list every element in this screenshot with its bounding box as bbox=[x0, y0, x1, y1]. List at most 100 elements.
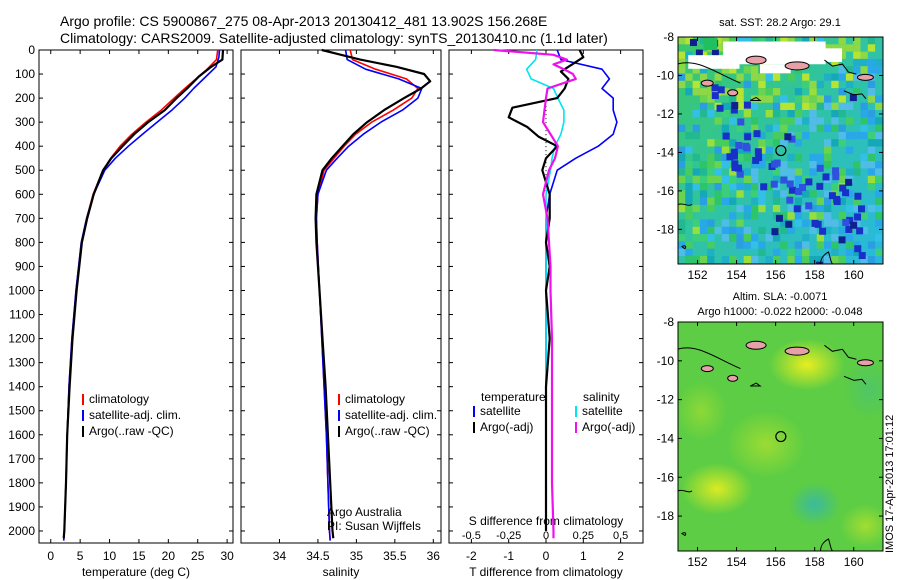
legend-entry: Argo(..raw -QC) bbox=[89, 424, 174, 438]
depth-tick-label: 100 bbox=[15, 67, 35, 81]
x-tick-label: 15 bbox=[132, 549, 146, 563]
island bbox=[856, 73, 874, 81]
panel-annotation: Argo Australia bbox=[327, 505, 402, 519]
lat-tick-label: -18 bbox=[657, 509, 675, 523]
lat-tick-label: -8 bbox=[663, 30, 674, 44]
x-tick-label: 36 bbox=[427, 549, 441, 563]
legend-title-temperature: temperature bbox=[481, 390, 546, 404]
side-timestamp: IMOS 17-Apr-2013 17:01:12 bbox=[884, 414, 896, 553]
coastline bbox=[678, 62, 741, 84]
series-satellite-adj-clim- bbox=[315, 49, 423, 541]
depth-tick-label: 0 bbox=[28, 43, 35, 57]
lat-tick-label: -18 bbox=[657, 222, 675, 236]
coastline bbox=[681, 532, 687, 537]
series-temperature-argo-adj- bbox=[507, 49, 585, 531]
coastline bbox=[750, 382, 762, 387]
depth-tick-label: 1100 bbox=[9, 308, 35, 322]
legend-entry: satellite bbox=[480, 404, 521, 418]
legend-entry: Argo(..raw -QC) bbox=[345, 424, 430, 438]
island bbox=[856, 359, 874, 367]
sla-anomaly bbox=[681, 462, 754, 515]
depth-tick-label: 400 bbox=[15, 139, 35, 153]
lon-tick-label: 158 bbox=[805, 268, 825, 282]
lon-tick-label: 160 bbox=[844, 268, 864, 282]
coastline bbox=[820, 538, 833, 551]
x-tick-label: 25 bbox=[191, 549, 205, 563]
x-tick-label-salinity: 0.25 bbox=[573, 530, 594, 542]
lon-tick-label: 154 bbox=[727, 555, 747, 569]
lon-tick-label: 152 bbox=[688, 555, 708, 569]
coastline bbox=[824, 59, 857, 75]
plot-frame bbox=[240, 49, 442, 544]
depth-tick-label: 900 bbox=[15, 259, 35, 273]
missing-data bbox=[760, 64, 791, 74]
sla-anomaly bbox=[843, 359, 883, 420]
x-tick-label: 35 bbox=[350, 549, 364, 563]
float-position-marker bbox=[775, 144, 787, 157]
depth-tick-label: 1700 bbox=[8, 452, 35, 466]
sla-anomaly bbox=[725, 410, 806, 479]
sla-map-title: Altim. SLA: -0.0071 bbox=[733, 291, 828, 303]
coastline bbox=[820, 251, 833, 264]
depth-tick-label: 1800 bbox=[8, 476, 35, 490]
lon-tick-label: 152 bbox=[688, 268, 708, 282]
x-tick-label-salinity: 0.5 bbox=[613, 530, 628, 542]
sla-anomaly bbox=[839, 503, 883, 548]
plot-frame bbox=[38, 49, 234, 544]
x-tick-label: -2 bbox=[466, 549, 477, 563]
map-field bbox=[678, 37, 883, 264]
lat-tick-label: -12 bbox=[657, 107, 675, 121]
legend-entry: satellite-adj. clim. bbox=[345, 408, 437, 422]
x-tick-label-salinity: -0.5 bbox=[462, 530, 481, 542]
legend-title-salinity: salinity bbox=[583, 390, 620, 404]
x-tick-label: 34.5 bbox=[306, 549, 330, 563]
legend-entry: Argo(-adj) bbox=[480, 420, 533, 434]
island bbox=[727, 89, 739, 97]
legend-entry: Argo(-adj) bbox=[582, 420, 635, 434]
sla-anomaly bbox=[768, 338, 845, 391]
sla-map-subtitle: Argo h1000: -0.022 h2000: -0.048 bbox=[697, 306, 862, 318]
map-sla-map: -8 -10 -12 -14 -16 -18 152 154 156 158 160 Altim. S… bbox=[657, 291, 884, 569]
x-tick-label: 20 bbox=[162, 549, 176, 563]
legend-entry: climatology bbox=[89, 392, 149, 406]
profile-panel-salinity: 34 34.5 35 35.5 36 salinity climatology satelli… bbox=[240, 48, 442, 579]
x-tick-label: 35.5 bbox=[383, 549, 407, 563]
depth-tick-label: 1400 bbox=[8, 380, 35, 394]
depth-tick-label: 800 bbox=[15, 235, 35, 249]
x-tick-label: -1 bbox=[503, 549, 514, 563]
sla-anomaly bbox=[788, 482, 841, 527]
depth-tick-label: 1200 bbox=[8, 332, 35, 346]
x-tick-label: 0 bbox=[47, 549, 54, 563]
lon-tick-label: 156 bbox=[766, 268, 786, 282]
x-tick-label: 10 bbox=[103, 549, 117, 563]
island bbox=[727, 374, 739, 382]
depth-tick-label: 1500 bbox=[8, 404, 35, 418]
map-frame bbox=[677, 321, 884, 552]
coastline bbox=[678, 347, 741, 370]
missing-data bbox=[688, 55, 740, 69]
lat-tick-label: -10 bbox=[657, 354, 675, 368]
island bbox=[745, 55, 767, 65]
lat-tick-label: -12 bbox=[657, 393, 675, 407]
x-tick-label: 30 bbox=[220, 549, 234, 563]
island bbox=[784, 61, 810, 71]
sla-anomaly bbox=[678, 381, 728, 442]
x-tick-label-salinity: -0.25 bbox=[496, 530, 521, 542]
missing-data bbox=[790, 48, 842, 62]
x-tick-label: 5 bbox=[77, 549, 84, 563]
depth-tick-label: 300 bbox=[15, 115, 35, 129]
map-field bbox=[678, 322, 883, 551]
float-position-marker bbox=[775, 430, 787, 443]
x-tick-label-salinity: 0 bbox=[543, 530, 549, 542]
series-argo-raw-qc- bbox=[314, 48, 432, 539]
coastline bbox=[678, 203, 693, 206]
profile-panel-differences: -2 -1 0 1 2 T difference from climatology -0.5… bbox=[448, 48, 644, 579]
legend-entry: satellite bbox=[582, 404, 623, 418]
lat-tick-label: -16 bbox=[657, 184, 675, 198]
x-axis-label: salinity bbox=[323, 565, 360, 579]
x-axis-label: temperature (deg C) bbox=[82, 565, 190, 579]
x-tick-label: 0 bbox=[543, 549, 550, 563]
island bbox=[745, 340, 767, 350]
header-line-2: Climatology: CARS2009. Satellite-adjuste… bbox=[60, 30, 608, 46]
island bbox=[700, 79, 714, 87]
